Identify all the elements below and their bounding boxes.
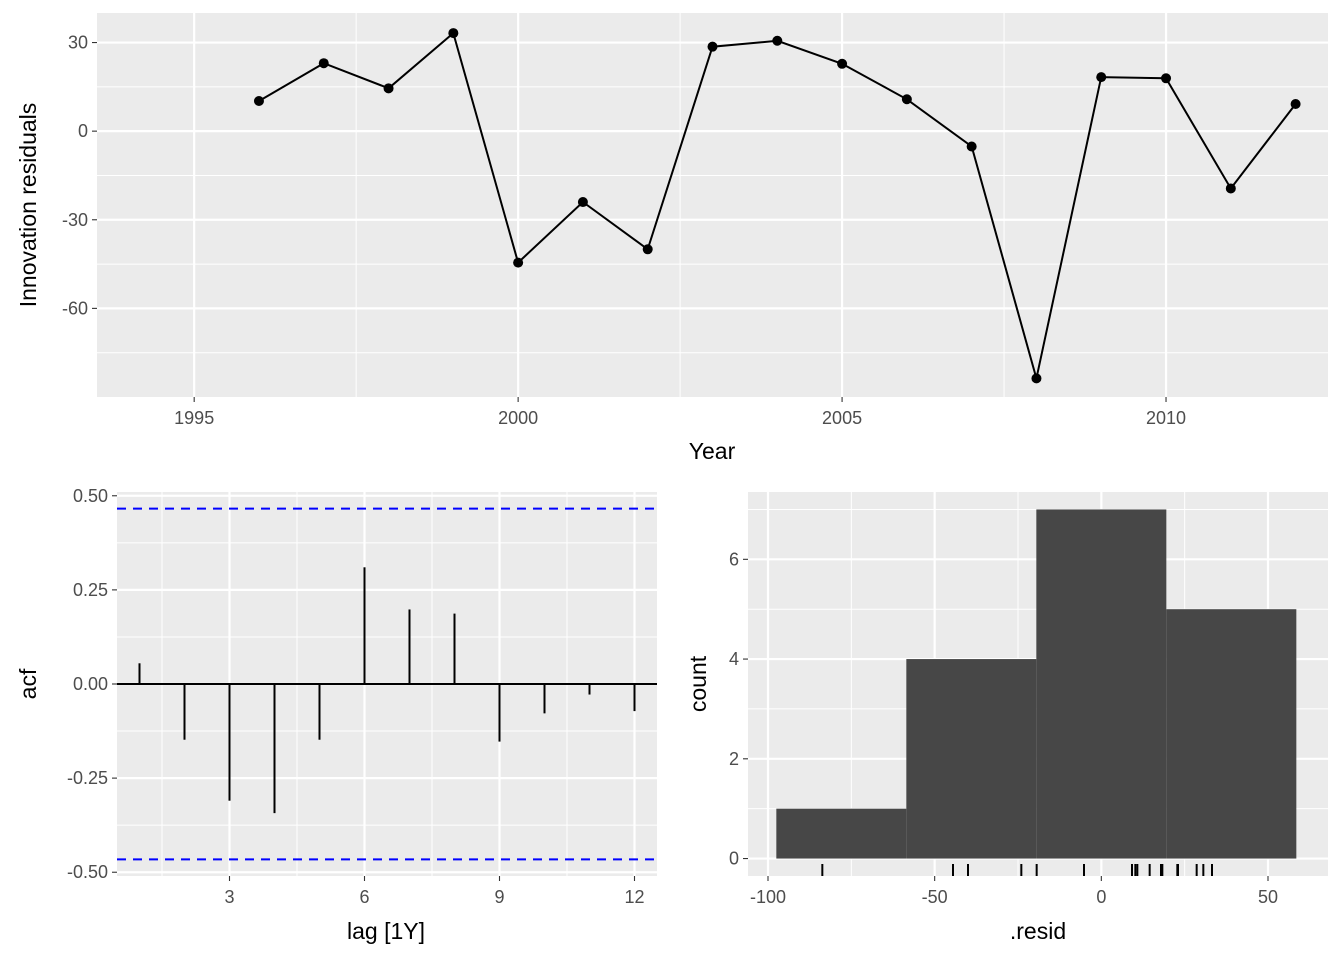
x-tick-label: 3 xyxy=(224,887,234,907)
histogram-bar xyxy=(1166,609,1297,859)
innovation-residuals-panel: 30 0 -30 -60 1995 2000 2005 2010 Year Innovati… xyxy=(15,13,1328,464)
residual-point xyxy=(1096,72,1107,83)
x-tick-label: 50 xyxy=(1258,887,1278,907)
y-tick-label: 30 xyxy=(68,33,88,53)
x-tick-label: 2010 xyxy=(1146,408,1186,428)
residual-point xyxy=(513,257,524,268)
residual-point xyxy=(1161,73,1172,84)
residual-point xyxy=(448,28,459,39)
x-tick-label: 1995 xyxy=(174,408,214,428)
x-axis-title: Year xyxy=(689,438,736,464)
y-tick-label: -0.25 xyxy=(67,768,108,788)
residual-point xyxy=(383,83,394,94)
acf-panel: 0.50 0.25 0.00 -0.25 -0.50 3 6 9 12 lag [1Y] ac… xyxy=(15,486,657,944)
y-axis-title: acf xyxy=(15,668,41,699)
residual-series xyxy=(253,28,1301,384)
plot-background xyxy=(97,13,1328,397)
y-axis-ticks: 30 0 -30 -60 xyxy=(62,33,97,318)
y-tick-label: 4 xyxy=(729,649,739,669)
residual-histogram-panel: 6 4 2 0 -100 -50 0 50 .resid count xyxy=(685,492,1328,944)
residual-point xyxy=(318,58,329,69)
x-tick-label: -100 xyxy=(750,887,786,907)
x-axis-ticks: -100 -50 0 50 xyxy=(750,876,1278,907)
x-tick-label: 6 xyxy=(359,887,369,907)
residual-point xyxy=(901,94,912,105)
residual-point xyxy=(577,197,588,208)
x-tick-label: 2000 xyxy=(498,408,538,428)
x-tick-label: -50 xyxy=(922,887,948,907)
x-tick-label: 2005 xyxy=(822,408,862,428)
x-tick-label: 12 xyxy=(624,887,644,907)
histogram-bars xyxy=(776,509,1297,876)
y-axis-title: Innovation residuals xyxy=(15,103,41,308)
x-axis-title: .resid xyxy=(1010,918,1066,944)
x-axis-title: lag [1Y] xyxy=(347,918,425,944)
histogram-bar xyxy=(906,659,1037,859)
residual-point xyxy=(1290,98,1301,109)
y-axis-ticks: 0.50 0.25 0.00 -0.25 -0.50 xyxy=(67,486,117,882)
residual-point xyxy=(837,58,848,69)
x-axis-ticks: 1995 2000 2005 2010 xyxy=(174,397,1186,428)
residual-point xyxy=(1031,373,1042,384)
residual-point xyxy=(642,244,653,255)
y-tick-label: 0.25 xyxy=(73,580,108,600)
y-tick-label: -30 xyxy=(62,210,88,230)
x-tick-label: 9 xyxy=(494,887,504,907)
y-tick-label: 0.00 xyxy=(73,674,108,694)
residual-point xyxy=(966,141,977,152)
histogram-bar xyxy=(1036,509,1167,859)
residual-point xyxy=(253,96,264,107)
residual-point xyxy=(1225,183,1236,194)
acf-lines xyxy=(117,507,657,861)
y-tick-label: 0 xyxy=(729,849,739,869)
y-tick-label: 0 xyxy=(78,121,88,141)
residual-point xyxy=(772,35,783,46)
y-tick-label: 2 xyxy=(729,749,739,769)
y-tick-label: 6 xyxy=(729,549,739,569)
y-tick-label: -0.50 xyxy=(67,862,108,882)
y-axis-title: count xyxy=(685,655,711,712)
histogram-bar xyxy=(776,808,907,859)
y-tick-label: -60 xyxy=(62,298,88,318)
y-tick-label: 0.50 xyxy=(73,486,108,506)
x-axis-ticks: 3 6 9 12 xyxy=(224,876,645,907)
residual-point xyxy=(707,41,718,52)
x-tick-label: 0 xyxy=(1096,887,1106,907)
y-axis-ticks: 6 4 2 0 xyxy=(729,549,748,869)
